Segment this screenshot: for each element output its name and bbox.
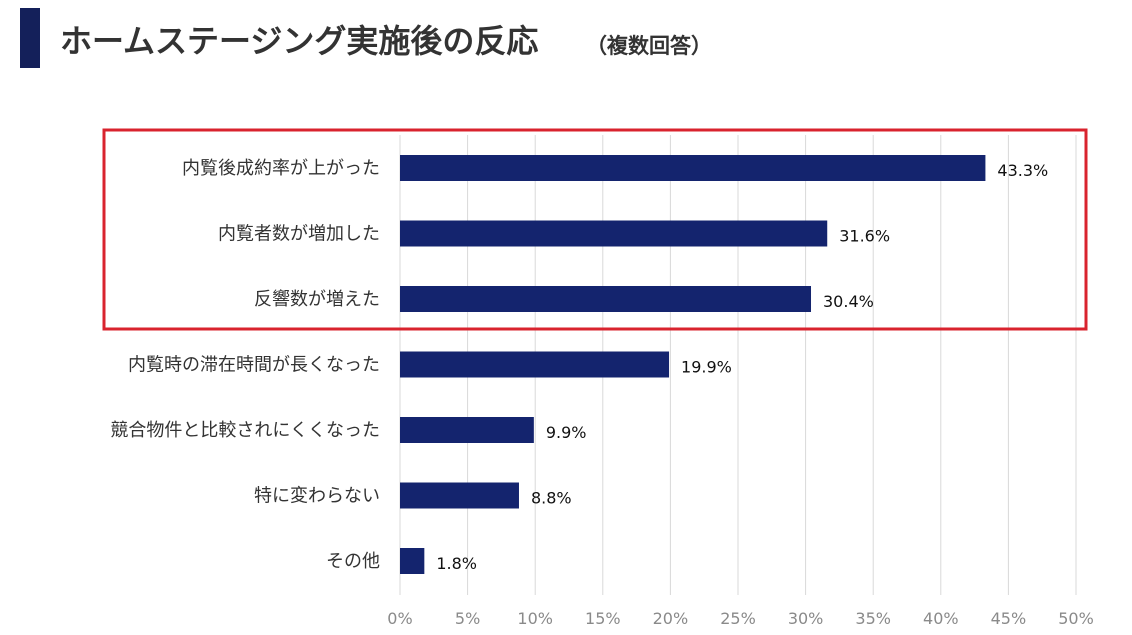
bar [400, 220, 828, 247]
data-label: 9.9% [546, 423, 587, 442]
x-tick-label: 10% [517, 609, 553, 628]
category-label: 競合物件と比較されにくくなった [110, 420, 380, 441]
x-tick-label: 5% [455, 609, 480, 628]
data-label: 31.6% [839, 227, 890, 246]
data-label: 19.9% [681, 358, 732, 377]
bar [400, 417, 534, 443]
x-tick-label: 20% [653, 609, 689, 628]
category-label: 内覧時の滞在時間が長くなった [128, 355, 380, 376]
chart-title: ホームステージング実施後の反応 [60, 22, 539, 60]
data-label: 43.3% [997, 161, 1048, 180]
x-tick-label: 0% [387, 609, 412, 628]
bar [400, 155, 986, 181]
chart-subtitle: （複数回答） [586, 34, 712, 58]
data-label: 1.8% [436, 554, 477, 573]
bar [400, 286, 812, 312]
category-label: 内覧者数が増加した [218, 224, 380, 245]
data-label: 8.8% [531, 489, 572, 508]
category-label: 内覧後成約率が上がった [182, 158, 380, 179]
data-label: 30.4% [823, 292, 874, 311]
category-label: 反響数が増えた [254, 289, 380, 310]
bar [400, 351, 670, 378]
highlight-box [102, 128, 1088, 331]
x-tick-label: 35% [855, 609, 891, 628]
title-accent-bar [20, 8, 40, 68]
x-tick-label: 40% [923, 609, 959, 628]
x-tick-label: 15% [585, 609, 621, 628]
x-tick-label: 30% [788, 609, 824, 628]
x-tick-label: 45% [991, 609, 1027, 628]
category-label: 特に変わらない [254, 486, 380, 507]
x-tick-label: 25% [720, 609, 756, 628]
x-tick-label: 50% [1058, 609, 1094, 628]
bar [400, 548, 425, 574]
bar [400, 482, 519, 509]
category-label: その他 [326, 551, 380, 572]
